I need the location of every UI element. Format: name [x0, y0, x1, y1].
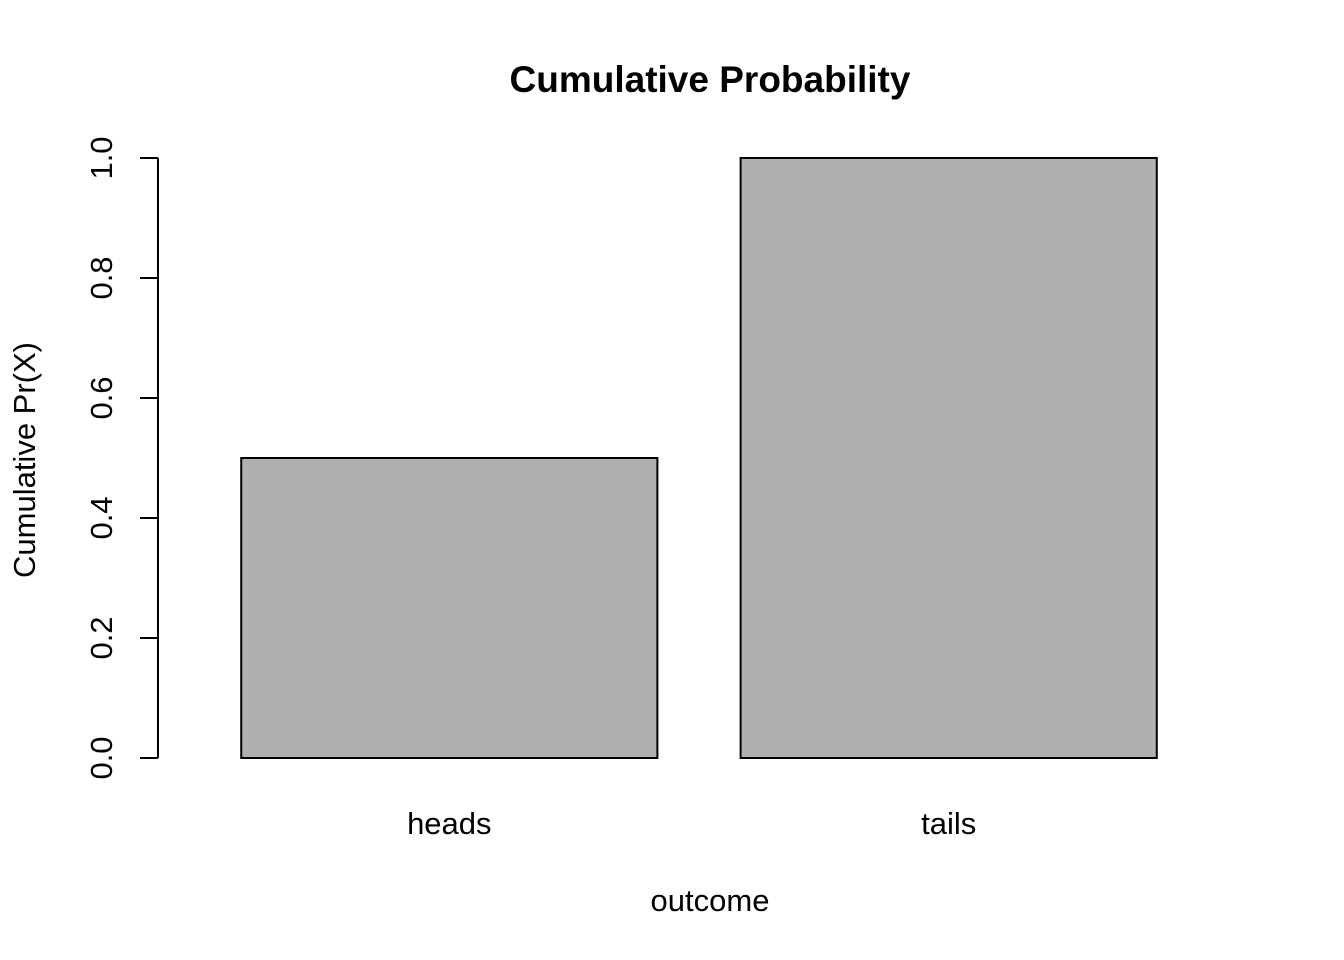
y-tick-label: 0.4 — [84, 496, 119, 539]
bars-group — [240, 157, 1158, 759]
y-axis: 0.0 0.2 0.4 0.6 0.8 1.0 — [84, 136, 159, 780]
y-tick-label: 0.8 — [84, 256, 119, 299]
y-tick-label: 0.0 — [84, 736, 119, 779]
y-tick-label: 1.0 — [84, 136, 119, 179]
y-tick-label: 0.6 — [84, 376, 119, 419]
x-category-label: tails — [921, 806, 976, 841]
y-tick-label: 0.2 — [84, 616, 119, 659]
bar-heads — [240, 457, 659, 759]
y-axis-label: Cumulative Pr(X) — [7, 342, 42, 578]
x-category-labels: heads tails — [407, 806, 976, 841]
x-axis-label: outcome — [651, 883, 770, 918]
chart-title: Cumulative Probability — [510, 59, 911, 100]
x-category-label: heads — [407, 806, 491, 841]
bar-tails — [739, 157, 1158, 759]
